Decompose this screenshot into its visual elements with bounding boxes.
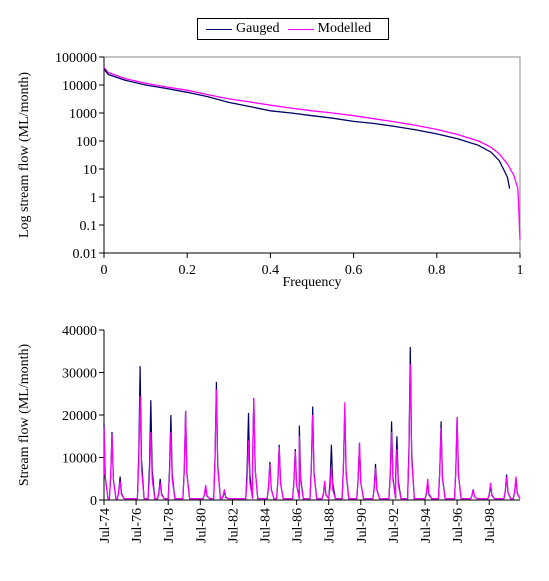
legend: Gauged Modelled: [197, 18, 389, 40]
legend-item-gauged: Gauged: [206, 21, 280, 37]
series-line-modelled: [103, 67, 521, 240]
x-tick-label: Jul-82: [226, 508, 241, 543]
legend-label-modelled: Modelled: [317, 21, 372, 36]
series-line-gauged: [103, 68, 511, 189]
x-axis-title: Frequency: [282, 275, 341, 290]
x-tick-label: 0.6: [345, 263, 363, 278]
series-line-modelled: [103, 363, 521, 501]
x-tick-label: Jul-90: [355, 508, 370, 543]
y-tick-label: 1000: [69, 107, 97, 122]
x-tick-label: 0.2: [178, 263, 196, 278]
x-tick-label: Jul-98: [483, 508, 498, 543]
y-tick-label: 20000: [62, 409, 97, 424]
y-tick-label: 100: [76, 135, 97, 150]
x-tick-label: Jul-88: [323, 508, 338, 543]
y-tick-label: 10: [83, 163, 97, 178]
y-tick-label: 100000: [55, 51, 97, 66]
legend-item-modelled: Modelled: [287, 21, 372, 37]
x-tick-label: Jul-76: [130, 508, 145, 543]
x-tick-label: 1: [517, 263, 524, 278]
x-tick-label: 0.8: [428, 263, 446, 278]
x-tick-label: Jul-94: [419, 508, 434, 543]
legend-swatch-modelled: [287, 28, 314, 30]
y-tick-label: 0.01: [73, 247, 98, 262]
y-tick-label: 10000: [62, 79, 97, 94]
x-tick-label: Jul-84: [259, 508, 274, 543]
y-tick-label: 40000: [62, 324, 97, 339]
y-tick-label: 10000: [62, 452, 97, 467]
x-tick-label: Jul-86: [291, 508, 306, 543]
flow-duration-chart: 0.01 0.1 1 10 100 1000 10000 100000 0 0.2 0.4 0.6 0.…: [17, 51, 524, 290]
x-tick-label: Jul-96: [451, 508, 466, 543]
x-tick-label: 0: [101, 263, 108, 278]
x-tick-label: Jul-74: [98, 508, 113, 543]
x-tick-label: 0.4: [262, 263, 280, 278]
x-tick-label: Jul-78: [162, 508, 177, 543]
y-tick-label: 0.1: [80, 219, 98, 234]
legend-swatch-gauged: [206, 28, 232, 30]
y-tick-label: 1: [90, 191, 97, 206]
legend-label-gauged: Gauged: [236, 21, 280, 36]
y-axis-title: Stream flow (ML/month): [17, 344, 32, 487]
y-tick-label: 30000: [62, 367, 97, 382]
x-tick-label: Jul-92: [387, 508, 402, 543]
y-tick-label: 0: [90, 494, 97, 509]
x-tick-label: Jul-80: [194, 508, 209, 543]
stream-flow-timeseries-chart: 0 10000 20000 30000 40000 Jul-74 Jul-76 Jul-78 J…: [17, 324, 521, 543]
y-axis-title: Log stream flow (ML/month): [17, 72, 32, 238]
